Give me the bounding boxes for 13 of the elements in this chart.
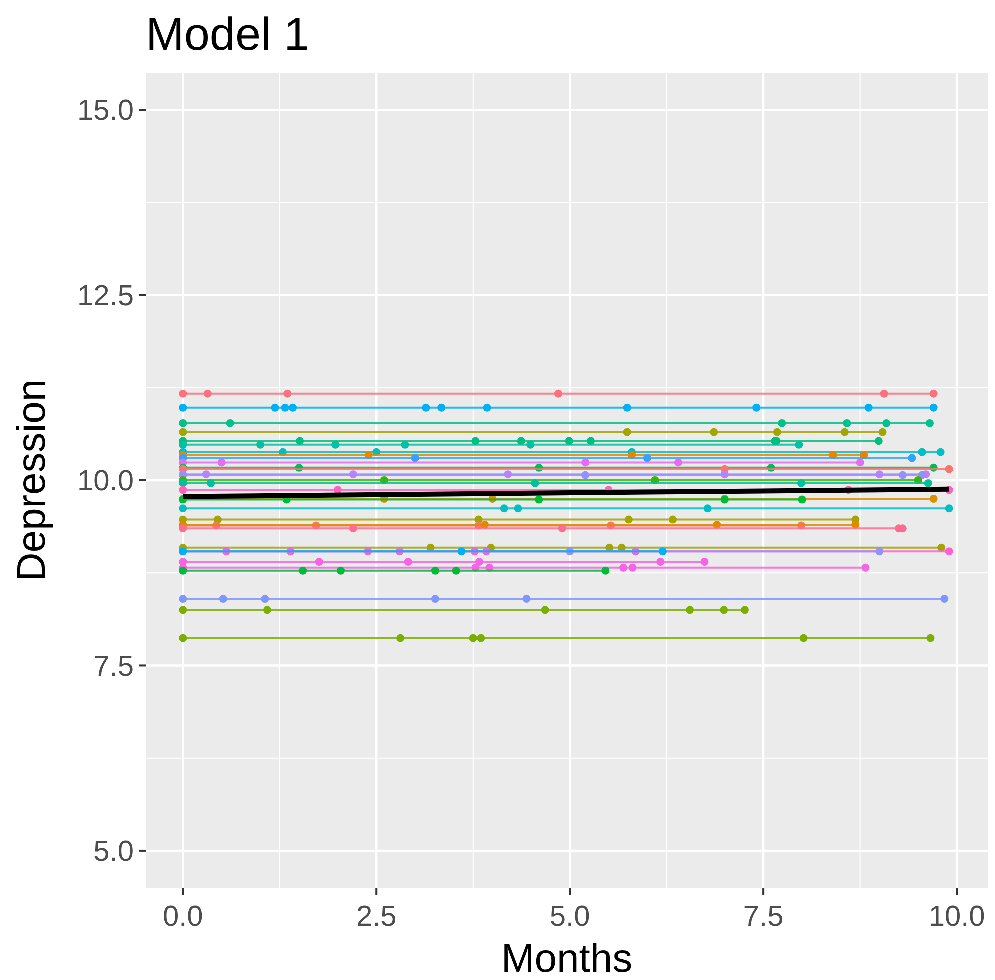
y-tick-label: 5.0 <box>94 836 134 868</box>
y-tick-label: 10.0 <box>78 466 134 498</box>
y-axis-title: Depression <box>10 379 54 582</box>
y-tick-label: 7.5 <box>94 650 134 683</box>
x-tick-label: 0.0 <box>162 901 204 933</box>
x-tick-label: 5.0 <box>550 901 590 933</box>
x-tick-label: 7.5 <box>743 901 784 933</box>
x-axis-title: Months <box>501 937 633 980</box>
chart-title: Model 1 <box>146 8 310 60</box>
y-tick-label: 12.5 <box>78 280 134 312</box>
x-tick-label: 10.0 <box>928 901 986 933</box>
x-tick-label: 2.5 <box>356 901 397 933</box>
y-tick-label: 15.0 <box>78 95 134 128</box>
